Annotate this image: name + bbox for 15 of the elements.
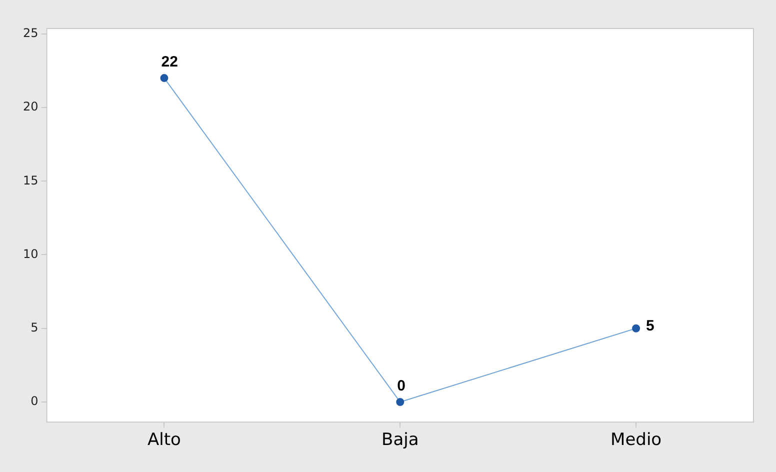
data-label: 0 bbox=[397, 378, 406, 395]
x-tick-label: Alto bbox=[148, 430, 181, 450]
x-tick-label: Medio bbox=[610, 430, 662, 450]
point bbox=[160, 74, 168, 82]
y-tick-label: 25 bbox=[22, 26, 38, 40]
point bbox=[396, 398, 404, 406]
y-tick-label: 0 bbox=[30, 394, 38, 408]
y-tick-label: 10 bbox=[22, 246, 38, 261]
y-tick-label: 15 bbox=[22, 173, 38, 188]
data-label: 22 bbox=[161, 54, 178, 71]
point bbox=[632, 324, 640, 332]
y-tick-label: 20 bbox=[22, 100, 38, 114]
y-tick-label: 5 bbox=[30, 320, 38, 334]
data-label: 5 bbox=[646, 318, 654, 335]
x-tick-label: Baja bbox=[382, 430, 419, 450]
